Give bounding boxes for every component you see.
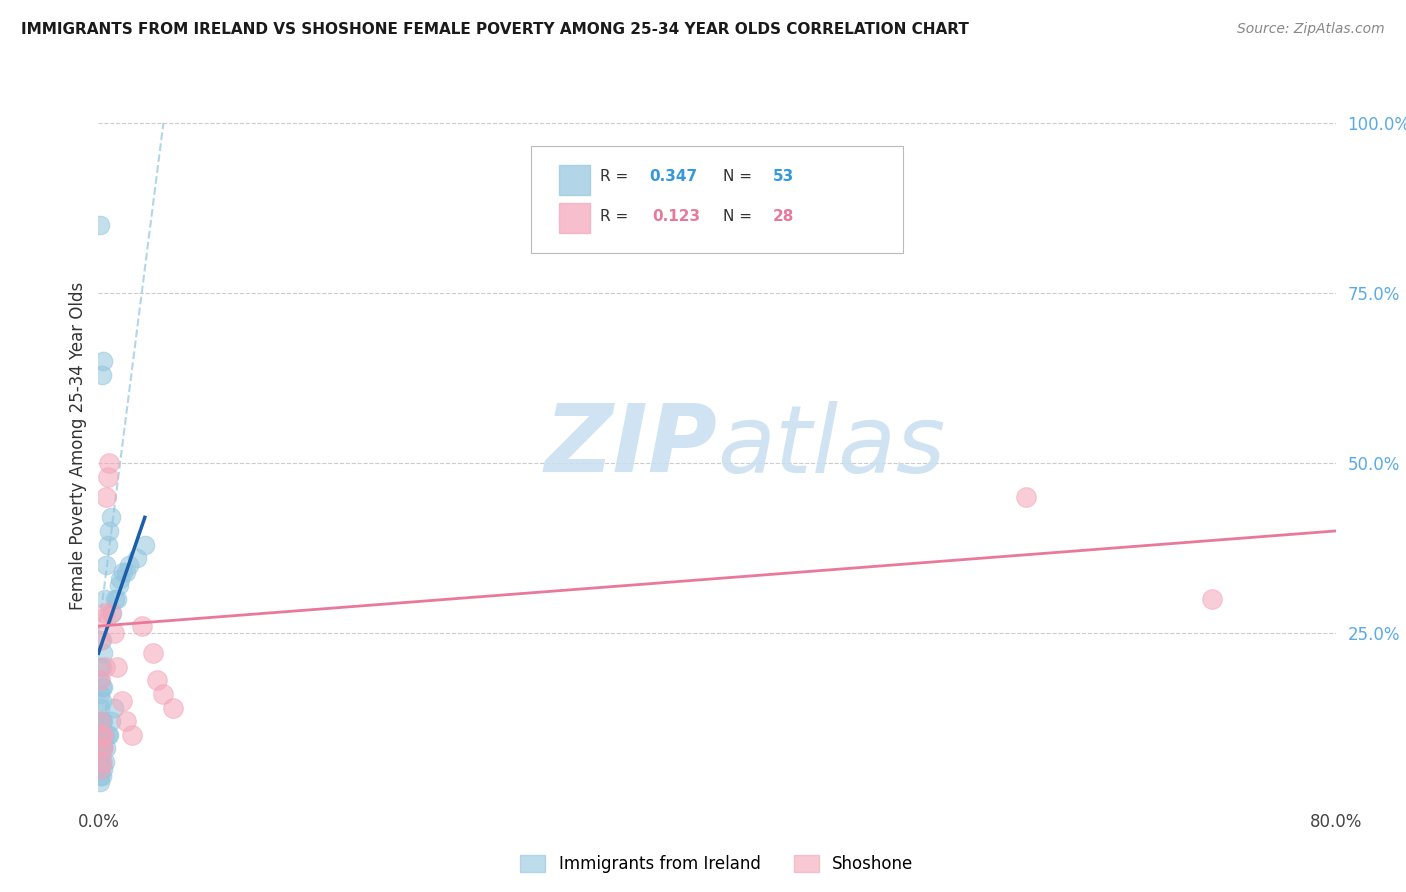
Point: [111, 694, 134, 708]
Text: Source: ZipAtlas.com: Source: ZipAtlas.com: [1237, 22, 1385, 37]
Point: [89, 762, 111, 776]
Point: [90, 741, 112, 756]
Text: 0.123: 0.123: [652, 209, 700, 224]
Bar: [558, 165, 589, 194]
Point: [91, 646, 114, 660]
Text: N =: N =: [723, 209, 756, 224]
Point: [89, 728, 111, 742]
Point: [1015, 490, 1038, 504]
Text: 53: 53: [773, 169, 794, 184]
Point: [91, 741, 114, 756]
Point: [101, 606, 124, 620]
Point: [90, 680, 112, 694]
Text: R =: R =: [599, 209, 637, 224]
Text: atlas: atlas: [717, 401, 945, 491]
FancyBboxPatch shape: [531, 146, 903, 253]
Point: [89, 632, 111, 647]
Point: [90, 755, 112, 769]
Point: [89, 721, 111, 735]
Point: [89, 687, 111, 701]
Point: [98, 456, 121, 470]
Point: [134, 537, 156, 551]
Bar: [558, 203, 589, 234]
Point: [97, 728, 120, 742]
Point: [146, 673, 169, 688]
Point: [90, 632, 112, 647]
Point: [103, 626, 125, 640]
Point: [90, 755, 112, 769]
Point: [89, 700, 111, 714]
Text: N =: N =: [723, 169, 756, 184]
Point: [112, 565, 135, 579]
Point: [91, 728, 114, 742]
Point: [162, 700, 184, 714]
Point: [89, 755, 111, 769]
Point: [90, 769, 112, 783]
Point: [89, 714, 111, 729]
Point: [93, 606, 115, 620]
Point: [90, 612, 112, 626]
Point: [93, 591, 115, 606]
Point: [97, 537, 120, 551]
Text: 28: 28: [773, 209, 794, 224]
Point: [121, 728, 143, 742]
Point: [89, 218, 111, 232]
Point: [90, 728, 112, 742]
Point: [142, 646, 165, 660]
Point: [89, 734, 111, 748]
Point: [91, 354, 114, 368]
Point: [91, 680, 114, 694]
Point: [98, 524, 121, 538]
Point: [103, 700, 125, 714]
Text: R =: R =: [599, 169, 633, 184]
Point: [90, 660, 112, 674]
Point: [115, 714, 138, 729]
Point: [100, 510, 122, 524]
Point: [108, 572, 131, 586]
Point: [100, 606, 122, 620]
Point: [152, 687, 174, 701]
Point: [89, 741, 111, 756]
Point: [89, 673, 111, 688]
Point: [89, 660, 111, 674]
Point: [91, 714, 114, 729]
Point: [127, 551, 149, 566]
Point: [89, 769, 111, 783]
Point: [105, 660, 128, 674]
Point: [90, 694, 112, 708]
Point: [97, 469, 120, 483]
Y-axis label: Female Poverty Among 25-34 Year Olds: Female Poverty Among 25-34 Year Olds: [69, 282, 87, 610]
Point: [1201, 591, 1223, 606]
Point: [91, 741, 114, 756]
Point: [115, 565, 138, 579]
Point: [89, 762, 111, 776]
Point: [89, 741, 111, 756]
Point: [107, 578, 129, 592]
Point: [89, 714, 111, 729]
Point: [100, 714, 122, 729]
Point: [96, 741, 118, 756]
Point: [93, 755, 115, 769]
Point: [90, 368, 112, 382]
Point: [104, 591, 127, 606]
Text: 0.347: 0.347: [650, 169, 697, 184]
Point: [89, 775, 111, 789]
Legend: Immigrants from Ireland, Shoshone: Immigrants from Ireland, Shoshone: [513, 848, 921, 880]
Point: [90, 728, 112, 742]
Point: [98, 728, 121, 742]
Point: [91, 762, 114, 776]
Point: [93, 660, 115, 674]
Text: IMMIGRANTS FROM IRELAND VS SHOSHONE FEMALE POVERTY AMONG 25-34 YEAR OLDS CORRELA: IMMIGRANTS FROM IRELAND VS SHOSHONE FEMA…: [21, 22, 969, 37]
Point: [89, 748, 111, 763]
Text: ZIP: ZIP: [544, 400, 717, 492]
Point: [89, 673, 111, 688]
Point: [131, 619, 153, 633]
Point: [118, 558, 141, 572]
Point: [105, 591, 128, 606]
Point: [93, 728, 115, 742]
Point: [90, 714, 112, 729]
Point: [96, 558, 118, 572]
Point: [96, 490, 118, 504]
